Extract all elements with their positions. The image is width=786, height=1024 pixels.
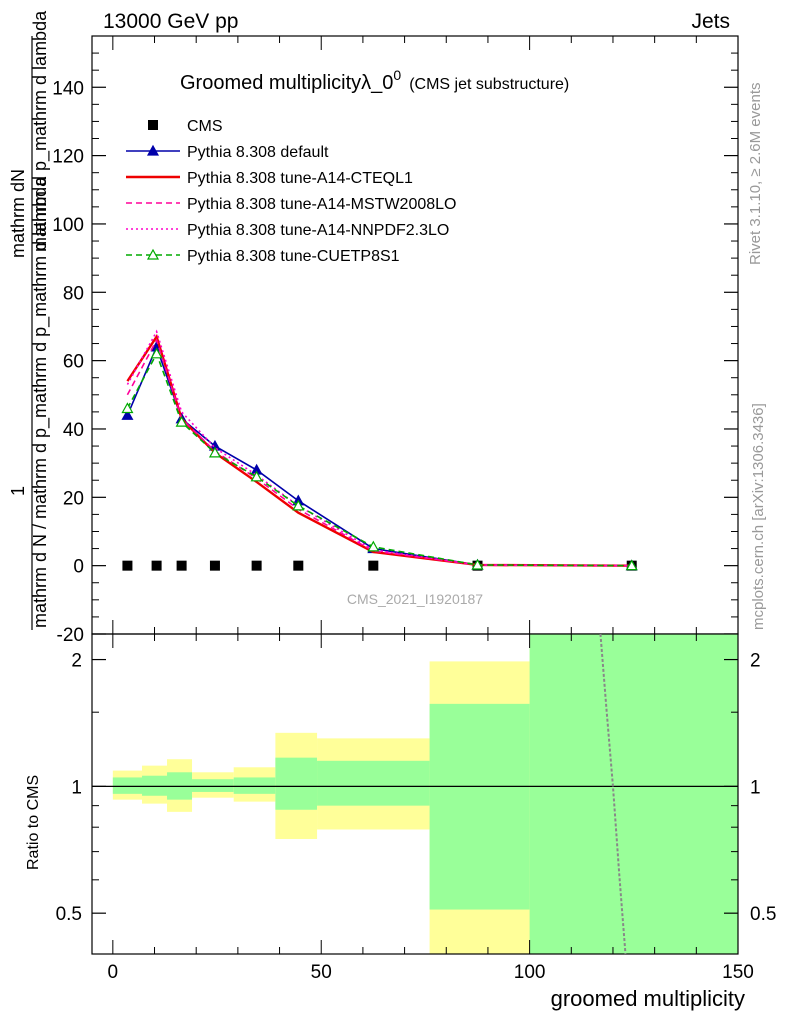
cms-data-point [151, 560, 162, 571]
ratio-y-tick-label: 1 [71, 777, 82, 798]
legend-marker [146, 144, 160, 156]
x-tick-label: 0 [108, 962, 119, 983]
y-tick-label: 0 [73, 557, 84, 578]
x-tick-label: 100 [514, 962, 546, 983]
header-right: Jets [691, 10, 730, 33]
ratio-curve [599, 633, 627, 955]
legend-entry-label: Pythia 8.308 tune-A14-CTEQL1 [187, 170, 413, 187]
ratio-band-green [429, 703, 530, 910]
main-plot-series [121, 329, 638, 571]
y-label-denominator: mathrm d N / mathrm d p_mathrm d p_mathr… [30, 176, 51, 628]
y-label-top: mathrm dN [8, 169, 28, 258]
ratio-plot-frame [91, 633, 739, 955]
series-marker-5 [150, 347, 163, 359]
ratio-y-tick-label-right: 0.5 [750, 904, 776, 925]
x-tick-label: 50 [311, 962, 332, 983]
series-line-5 [126, 351, 632, 567]
ratio-band-green [233, 777, 276, 794]
series-marker-5 [208, 446, 221, 458]
legend-swatch [148, 120, 158, 130]
y-label-second: mathrm d p_mathrm d lambda [30, 10, 51, 252]
plot-title-sub: (CMS jet substructure) [409, 76, 569, 93]
ratio-band-green [112, 777, 143, 794]
series-marker-5 [292, 499, 305, 511]
y-tick-label: 40 [63, 420, 84, 441]
y-label-one: 1 [8, 486, 28, 496]
ratio-band-green [529, 634, 738, 954]
header-left: 13000 GeV pp [103, 10, 238, 33]
cms-data-point [176, 560, 187, 571]
plot-title-superscript: 0 [393, 67, 401, 83]
legend-marker [146, 248, 160, 260]
cms-data-point [122, 560, 133, 571]
legend-entry-label: Pythia 8.308 tune-A14-NNPDF2.3LO [187, 222, 449, 239]
x-tick-label: 150 [722, 962, 754, 983]
y-axis-label: mathrm dN mathrm d p_mathrm d lambda 1 m… [8, 10, 51, 630]
series-marker-1 [121, 409, 134, 420]
mcplots-note: mcplots.cern.ch [arXiv:1306.3436] [750, 403, 767, 630]
ratio-band-green [192, 779, 234, 792]
y-tick-label: 80 [63, 283, 84, 304]
x-axis-label: groomed multiplicity [551, 986, 745, 1011]
series-marker-5 [625, 559, 638, 571]
cms-data-point [251, 560, 262, 571]
y-tick-label: 60 [63, 352, 84, 373]
cms-data-point [368, 560, 379, 571]
series-marker-5 [121, 402, 134, 414]
analysis-watermark: CMS_2021_I1920187 [347, 591, 483, 607]
plot-title-main: Groomed multiplicityλ_0 [180, 72, 393, 94]
y-tick-label: 100 [52, 215, 84, 236]
ratio-y-tick-label: 2 [71, 651, 82, 672]
ratio-band-green [142, 775, 168, 796]
legend-entry-label: Pythia 8.308 default [187, 144, 329, 161]
y-tick-label: 20 [63, 488, 84, 509]
legend-entry-label: Pythia 8.308 tune-CUETP8S1 [187, 248, 400, 265]
main-plot-ticks: -20 0 20 40 60 80 100 120 140 [52, 35, 739, 646]
ratio-curve-line [599, 633, 627, 955]
ratio-band-green [275, 757, 318, 810]
ratio-plot-panel: 0.5 0.5 1 1 2 2 0 50 100 150 [56, 633, 776, 983]
series-line-2 [126, 333, 632, 567]
cms-data-point [293, 560, 304, 571]
ratio-y-tick-label: 0.5 [56, 904, 82, 925]
y-tick-label: 140 [52, 78, 84, 99]
series-marker-5 [250, 470, 263, 482]
series-marker-5 [175, 415, 188, 427]
legend-entry-label: Pythia 8.308 tune-A14-MSTW2008LO [187, 196, 456, 213]
ratio-y-label: Ratio to CMS [25, 775, 42, 870]
plot-title: Groomed multiplicityλ_00 (CMS jet substru… [180, 67, 569, 94]
ratio-plot-ticks: 0.5 0.5 1 1 2 2 0 50 100 150 [56, 634, 776, 983]
cms-data-point [209, 560, 220, 571]
ratio-band-green [317, 760, 430, 806]
ratio-bands [112, 634, 738, 954]
y-tick-label: 120 [52, 147, 84, 168]
main-plot-panel: -20 0 20 40 60 80 100 120 140 [52, 35, 739, 646]
y-tick-label: -20 [57, 625, 84, 646]
main-plot-frame [91, 35, 739, 635]
ratio-y-tick-label-right: 2 [750, 651, 761, 672]
series-marker-5 [471, 558, 484, 570]
rivet-note: Rivet 3.1.10, ≥ 2.6M events [747, 83, 764, 266]
legend-entry-label: CMS [187, 118, 223, 135]
legend: CMS Pythia 8.308 default Pythia 8.308 tune… [126, 118, 456, 265]
series-marker-5 [367, 540, 380, 552]
ratio-y-tick-label-right: 1 [750, 777, 761, 798]
